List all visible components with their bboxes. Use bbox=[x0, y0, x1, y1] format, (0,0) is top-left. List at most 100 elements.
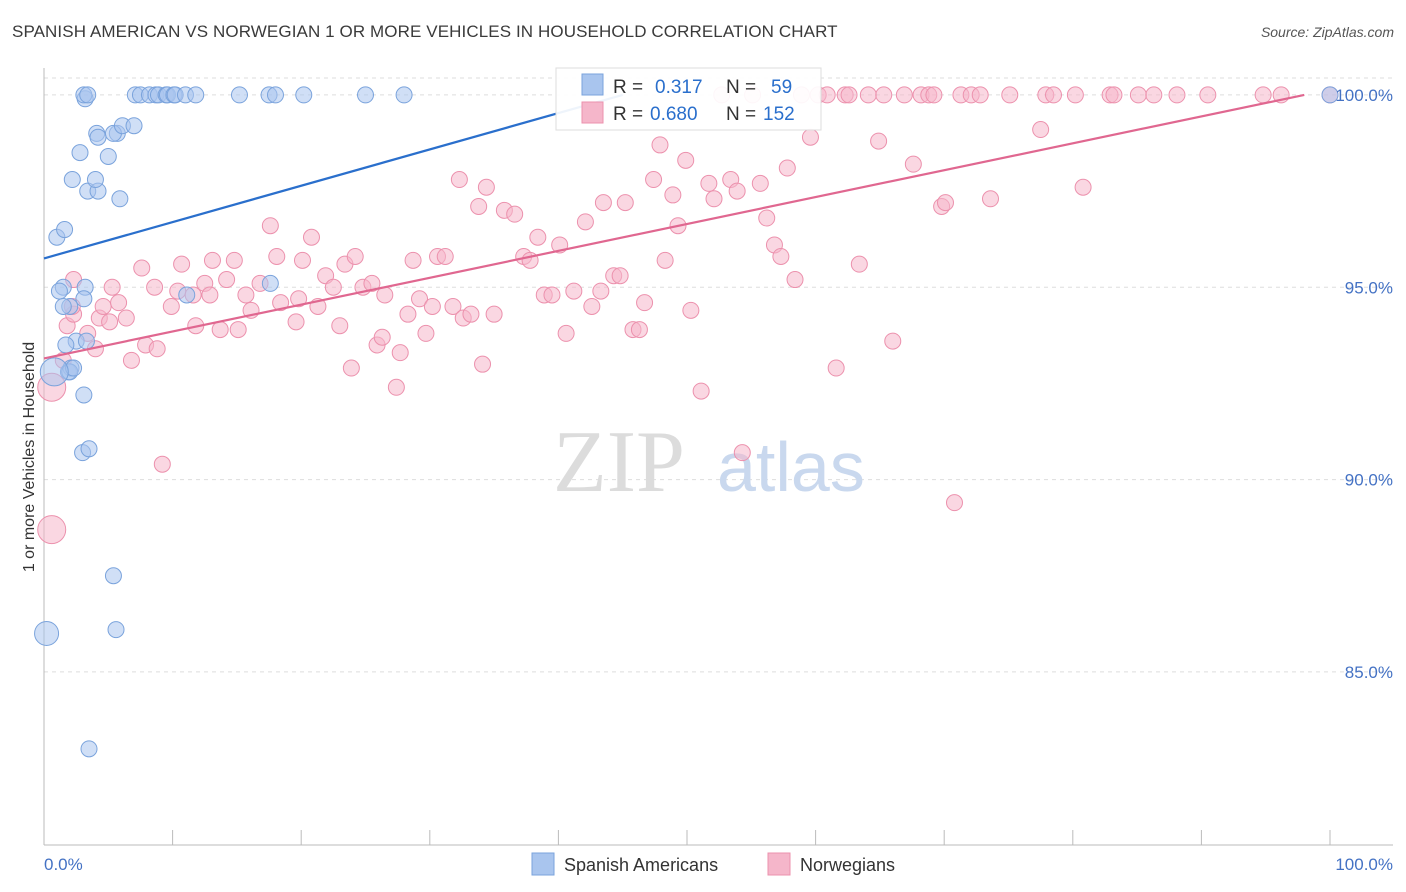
spanish-american-point-39 bbox=[395, 86, 413, 104]
legend-swatch-blue bbox=[581, 73, 604, 96]
spanish-american-trend-line bbox=[43, 93, 623, 260]
norwegian-point-69 bbox=[474, 355, 492, 373]
y-tick-label-85: 85.0% bbox=[1345, 663, 1393, 682]
norwegian-point-67 bbox=[462, 305, 480, 323]
spanish-american-point-50 bbox=[75, 386, 93, 404]
spanish-american-point-22 bbox=[79, 86, 97, 104]
y-tick-label-100: 100.0% bbox=[1335, 86, 1393, 105]
legend-n-value-1: 59 bbox=[771, 77, 792, 98]
norwegian-point-30 bbox=[218, 271, 236, 289]
norwegian-point-91 bbox=[636, 294, 654, 312]
gridlines bbox=[44, 77, 1393, 673]
norwegian-point-132 bbox=[945, 494, 963, 512]
spanish-american-point-43 bbox=[77, 332, 95, 350]
x-ticks bbox=[43, 830, 1331, 845]
norwegian-point-116 bbox=[818, 86, 836, 104]
norwegian-point-71 bbox=[485, 305, 503, 323]
norwegian-point-114 bbox=[801, 128, 819, 146]
norwegian-point-48 bbox=[342, 359, 360, 377]
norwegian-point-92 bbox=[645, 171, 663, 189]
norwegian-point-39 bbox=[287, 313, 305, 331]
legend-r-label-1: R = bbox=[613, 77, 643, 98]
norwegian-point-101 bbox=[705, 190, 723, 208]
norwegian-point-111 bbox=[778, 159, 796, 177]
spanish-american-point-6 bbox=[56, 221, 74, 239]
norwegian-point-126 bbox=[904, 155, 922, 173]
norwegian-point-51 bbox=[363, 274, 381, 292]
norwegian-point-42 bbox=[302, 228, 320, 246]
spanish-american-point-34 bbox=[230, 86, 248, 104]
norwegian-point-56 bbox=[391, 344, 409, 362]
stats-legend: R = 0.317 N = 59 R = 0.680 N = 152 bbox=[555, 67, 822, 131]
norwegian-point-120 bbox=[850, 255, 868, 273]
norwegian-point-147 bbox=[1168, 86, 1186, 104]
norwegian-point-138 bbox=[1032, 121, 1050, 139]
legend-r-label-2: R = bbox=[613, 104, 643, 125]
norwegian-point-99 bbox=[692, 382, 710, 400]
norwegian-point-137 bbox=[1001, 86, 1019, 104]
watermark-atlas: atlas bbox=[717, 428, 865, 506]
spanish-american-point-55 bbox=[80, 740, 98, 758]
spanish-american-point-57 bbox=[178, 286, 196, 304]
norwegian-point-98 bbox=[682, 301, 700, 319]
norwegian-point-97 bbox=[677, 151, 695, 169]
legend-n-label-1: N = bbox=[726, 77, 756, 98]
spanish-american-point-15 bbox=[89, 128, 107, 146]
spanish-americans-points bbox=[34, 86, 1339, 758]
norwegian-point-119 bbox=[840, 86, 858, 104]
norwegian-point-18 bbox=[146, 278, 164, 296]
chart-source: Source: ZipAtlas.com bbox=[1260, 24, 1394, 40]
spanish-american-point-7 bbox=[63, 171, 81, 189]
norwegian-point-45 bbox=[324, 278, 342, 296]
norwegian-point-27 bbox=[201, 286, 219, 304]
legend-n-label-2: N = bbox=[726, 104, 756, 125]
norwegian-point-95 bbox=[664, 186, 682, 204]
norwegian-point-33 bbox=[237, 286, 255, 304]
spanish-american-point-13 bbox=[99, 147, 117, 165]
norwegian-point-10 bbox=[94, 297, 112, 315]
norwegian-point-36 bbox=[261, 217, 279, 235]
norwegian-point-73 bbox=[506, 205, 524, 223]
norwegian-point-78 bbox=[543, 286, 561, 304]
spanish-american-point-53 bbox=[104, 567, 122, 585]
series-legend: Spanish Americans Norwegians bbox=[531, 852, 895, 876]
norwegian-point-29 bbox=[211, 321, 229, 339]
norwegian-point-11 bbox=[101, 313, 119, 331]
norwegian-point-123 bbox=[875, 86, 893, 104]
norwegian-point-125 bbox=[895, 86, 913, 104]
norwegian-point-31 bbox=[225, 251, 243, 269]
norwegian-point-55 bbox=[387, 378, 405, 396]
norwegian-point-59 bbox=[411, 290, 429, 308]
y-tick-label-90: 90.0% bbox=[1345, 471, 1393, 490]
norwegian-point-122 bbox=[870, 132, 888, 150]
norwegian-point-60 bbox=[417, 324, 435, 342]
norwegian-point-117 bbox=[827, 359, 845, 377]
norwegian-point-23 bbox=[173, 255, 191, 273]
norwegian-point-21 bbox=[162, 297, 180, 315]
spanish-american-point-10 bbox=[111, 190, 129, 208]
norwegian-point-15 bbox=[122, 351, 140, 369]
norwegian-point-65 bbox=[450, 171, 468, 189]
spanish-american-point-42 bbox=[75, 290, 93, 308]
x-tick-label-min: 0.0% bbox=[44, 855, 83, 874]
spanish-american-point-37 bbox=[295, 86, 313, 104]
norwegian-point-135 bbox=[971, 86, 989, 104]
norwegian-point-64 bbox=[444, 297, 462, 315]
norwegian-point-108 bbox=[758, 209, 776, 227]
norwegian-point-57 bbox=[399, 305, 417, 323]
spanish-american-point-12 bbox=[86, 171, 104, 189]
norwegian-point-28 bbox=[203, 251, 221, 269]
norwegian-point-148 bbox=[1199, 86, 1217, 104]
bottom-legend-swatch-pink bbox=[767, 852, 791, 876]
norwegian-point-100 bbox=[700, 174, 718, 192]
norwegian-point-84 bbox=[592, 282, 610, 300]
norwegian-point-12 bbox=[103, 278, 121, 296]
y-axis-title: 1 or more Vehicles in Household bbox=[21, 342, 38, 572]
norwegian-point-38 bbox=[272, 294, 290, 312]
norwegian-point-110 bbox=[772, 247, 790, 265]
norwegian-point-82 bbox=[576, 213, 594, 231]
y-tick-labels: 85.0% 90.0% 95.0% 100.0% bbox=[1335, 86, 1393, 682]
bottom-legend-swatch-blue bbox=[531, 852, 555, 876]
norwegian-point-141 bbox=[1066, 86, 1084, 104]
norwegian-point-61 bbox=[423, 297, 441, 315]
